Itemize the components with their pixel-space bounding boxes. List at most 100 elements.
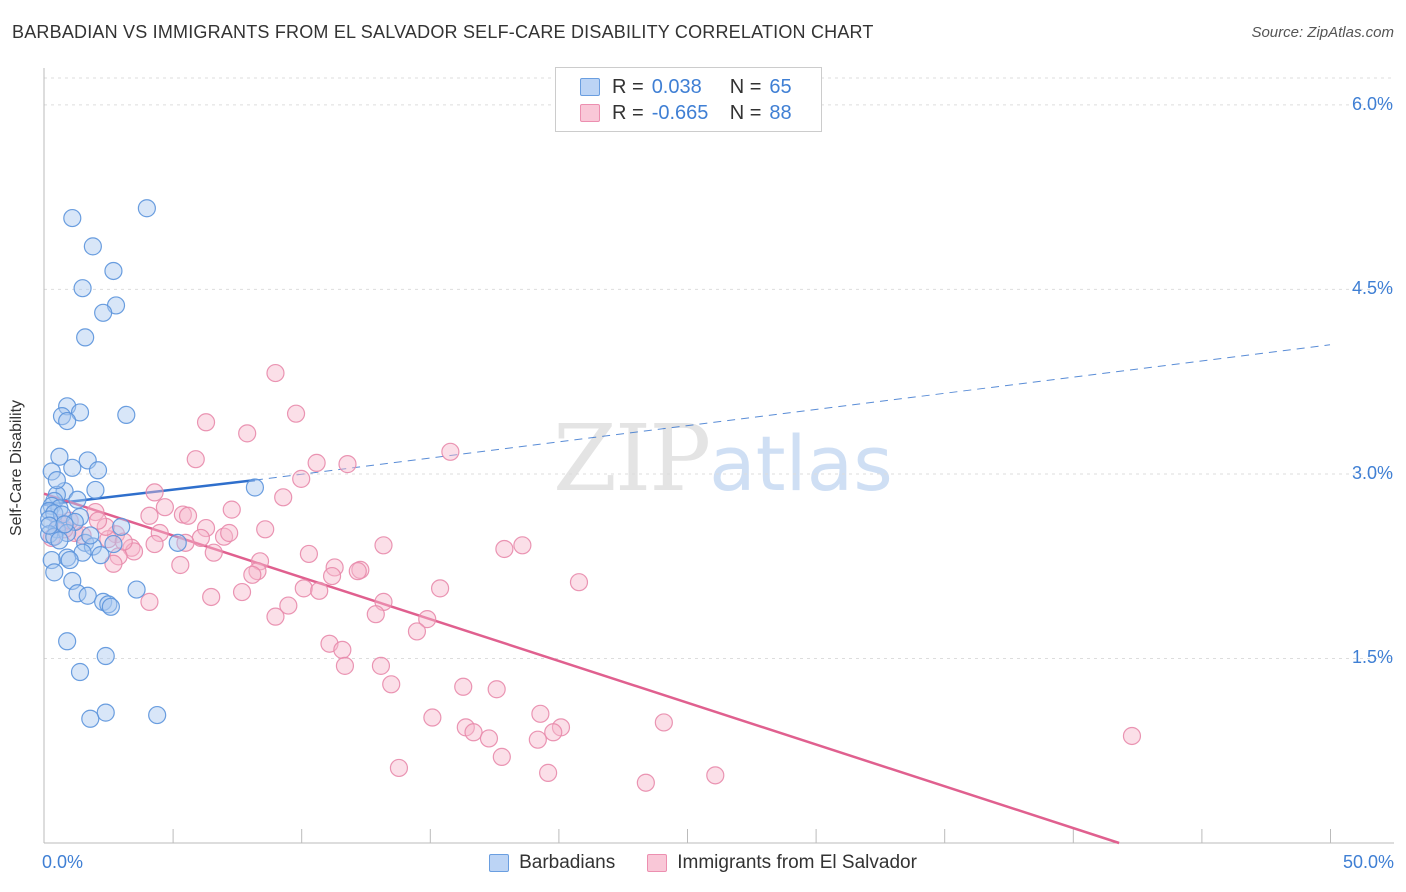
barbadian-point — [58, 411, 77, 431]
y-tick-label: 1.5% — [1351, 647, 1393, 668]
el-salvador-point — [706, 766, 725, 785]
barbadian-point — [58, 632, 77, 651]
barbadian-point — [104, 534, 123, 554]
barbadian-point — [78, 586, 97, 605]
el-salvador-point — [454, 677, 473, 696]
el-salvador-point — [292, 469, 311, 488]
legend-item-el-salvador[interactable]: Immigrants from El Salvador — [647, 852, 917, 874]
el-salvador-point — [196, 518, 216, 538]
el-salvador-point — [140, 506, 159, 525]
barbadian-trend-extension — [254, 344, 1331, 481]
el-salvador-point — [322, 566, 342, 586]
el-salvador-point — [202, 587, 221, 607]
barbadian-point — [42, 462, 61, 481]
barbadian-point — [73, 279, 92, 298]
el-salvador-point — [654, 713, 673, 732]
barbadian-point — [137, 199, 156, 218]
el-salvador-point — [348, 562, 367, 581]
el-salvador-point — [294, 579, 313, 598]
el-salvador-point — [338, 455, 357, 474]
el-salvador-point — [487, 680, 506, 699]
el-salvador-point — [636, 773, 655, 792]
barbadian-point — [168, 533, 187, 552]
axes — [43, 68, 1394, 844]
correlation-legend: R = 0.038 N = 65 R = -0.665 N = 88 — [555, 67, 822, 132]
el-salvador-point — [243, 565, 262, 584]
el-salvador-point — [423, 708, 442, 727]
barbadian-point — [50, 447, 69, 466]
n-label: N = — [729, 75, 762, 98]
el-salvador-point — [88, 511, 108, 530]
barbadian-point — [70, 662, 90, 682]
el-salvador-point — [479, 729, 499, 748]
source-credit: Source: ZipAtlas.com — [1251, 24, 1394, 41]
barbadian-point — [81, 709, 100, 728]
el-salvador-point — [155, 498, 174, 517]
x-tick-label: 0.0% — [42, 852, 84, 872]
el-salvador-point — [145, 534, 164, 554]
barbadian-point — [99, 595, 118, 614]
r-label: R = — [612, 75, 644, 98]
barbadian-point — [63, 458, 82, 477]
barbadian-point — [40, 516, 59, 535]
pink-swatch — [580, 104, 600, 122]
el-salvador-point — [441, 442, 460, 461]
el-salvador-point — [307, 453, 326, 472]
barbadian-point — [127, 580, 146, 599]
legend-row-el-salvador: R = -0.665 N = 88 — [580, 102, 792, 124]
barbadian-point — [60, 550, 79, 570]
blue-swatch — [489, 854, 510, 872]
el-salvador-point — [204, 543, 223, 562]
el-salvador-point — [382, 675, 401, 694]
series-legend: Barbadians Immigrants from El Salvador — [0, 852, 1406, 874]
el-salvador-point — [299, 544, 319, 564]
el-salvador-point — [310, 581, 329, 600]
el-salvador-point — [464, 723, 483, 742]
el-salvador-point — [150, 523, 169, 543]
el-salvador-point — [1122, 726, 1142, 746]
barbadian-point — [63, 208, 82, 228]
n-label: N = — [729, 101, 762, 124]
el-salvador-point — [492, 747, 511, 766]
el-salvador-point — [495, 539, 514, 559]
legend-label: Barbadians — [519, 852, 616, 873]
barbadian-point — [101, 597, 120, 616]
barbadian-point — [88, 461, 108, 480]
barbadian-point — [58, 548, 77, 567]
y-tick-label: 4.5% — [1351, 278, 1393, 299]
el-salvador-point — [266, 363, 285, 383]
barbadian-point — [104, 261, 123, 281]
el-salvador-point — [196, 413, 216, 432]
el-salvador-point — [220, 523, 239, 543]
r-value: 0.038 — [651, 75, 702, 98]
legend-label: Immigrants from El Salvador — [677, 852, 917, 873]
barbadian-point — [47, 471, 66, 490]
barbadian-point — [96, 646, 115, 666]
el-salvador-point — [279, 596, 298, 615]
el-salvador-point — [256, 520, 275, 539]
barbadian-point — [70, 403, 90, 422]
watermark-zip: ZIP — [553, 405, 711, 512]
watermark: ZIPatlas — [553, 405, 893, 512]
n-value: 88 — [769, 101, 792, 124]
legend-row-barbadians: R = 0.038 N = 65 — [580, 76, 792, 98]
legend-item-barbadians[interactable]: Barbadians — [489, 852, 615, 874]
barbadian-point — [55, 515, 74, 534]
el-salvador-point — [544, 723, 563, 742]
barbadian-point — [76, 328, 95, 347]
barbadian-point — [91, 546, 110, 565]
el-salvador-point — [407, 622, 427, 641]
el-salvador-point — [528, 730, 547, 749]
barbadian-point — [112, 517, 131, 536]
r-value: -0.665 — [651, 101, 709, 124]
barbadian-point — [81, 526, 100, 545]
el-salvador-point — [569, 573, 589, 592]
el-salvador-point — [335, 656, 355, 675]
barbadian-point — [148, 705, 167, 725]
y-tick-label: 3.0% — [1351, 462, 1393, 483]
el-salvador-point — [389, 758, 409, 778]
n-value: 65 — [769, 75, 792, 98]
trend-lines — [43, 344, 1331, 845]
el-salvador-point — [178, 506, 198, 525]
